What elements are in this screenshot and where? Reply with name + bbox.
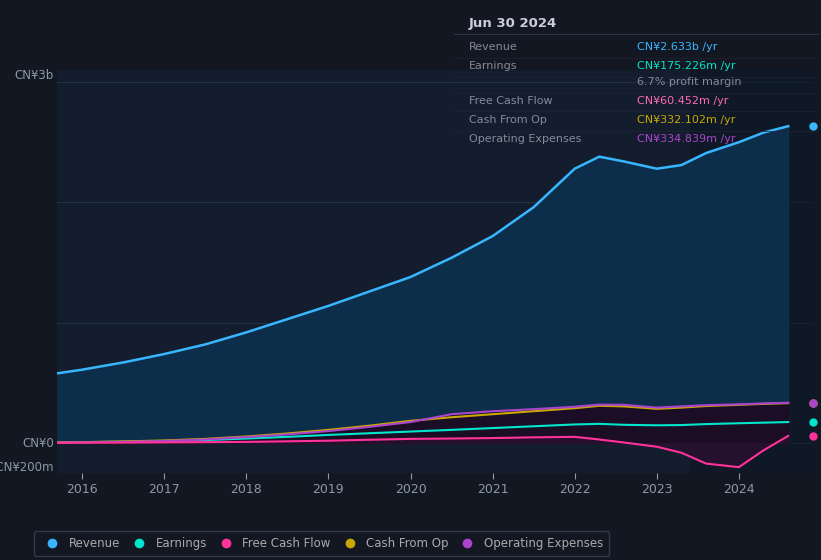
Text: CN¥175.226m /yr: CN¥175.226m /yr — [637, 61, 735, 71]
Text: -CN¥200m: -CN¥200m — [0, 461, 53, 474]
Bar — [690, 70, 813, 473]
Text: CN¥0: CN¥0 — [22, 437, 53, 450]
Text: CN¥332.102m /yr: CN¥332.102m /yr — [637, 115, 735, 125]
Text: Jun 30 2024: Jun 30 2024 — [469, 17, 557, 30]
Text: Cash From Op: Cash From Op — [469, 115, 547, 125]
Text: CN¥60.452m /yr: CN¥60.452m /yr — [637, 96, 728, 106]
Text: Operating Expenses: Operating Expenses — [469, 134, 581, 144]
Legend: Revenue, Earnings, Free Cash Flow, Cash From Op, Operating Expenses: Revenue, Earnings, Free Cash Flow, Cash … — [34, 531, 609, 556]
Text: CN¥2.633b /yr: CN¥2.633b /yr — [637, 42, 717, 52]
Text: CN¥334.839m /yr: CN¥334.839m /yr — [637, 134, 735, 144]
Text: CN¥3b: CN¥3b — [15, 69, 53, 82]
Text: Revenue: Revenue — [469, 42, 517, 52]
Text: Free Cash Flow: Free Cash Flow — [469, 96, 553, 106]
Text: Earnings: Earnings — [469, 61, 517, 71]
Text: 6.7% profit margin: 6.7% profit margin — [637, 77, 741, 87]
